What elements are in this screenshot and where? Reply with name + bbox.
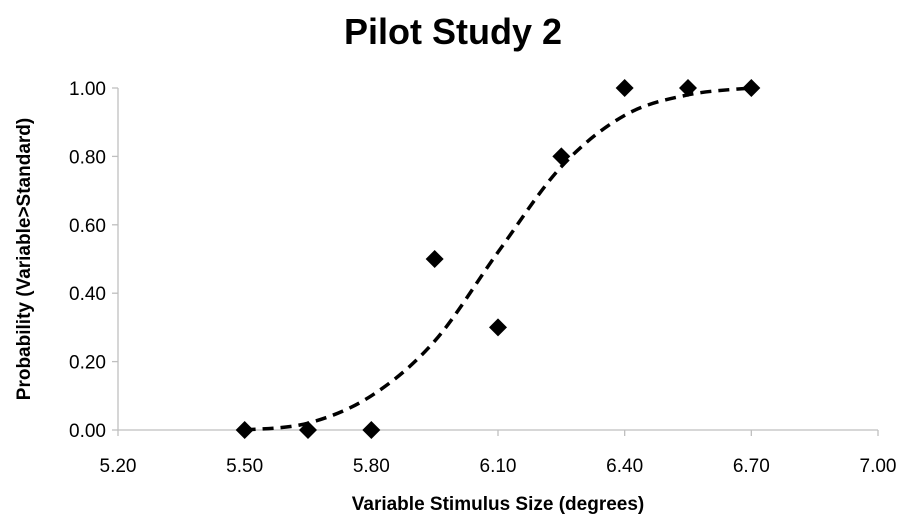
x-tick-label: 7.00 bbox=[860, 456, 897, 477]
data-point-diamond bbox=[679, 79, 697, 97]
data-point-diamond bbox=[425, 250, 444, 268]
y-tick-label: 1.00 bbox=[69, 79, 106, 100]
y-tick-label: 0.60 bbox=[69, 216, 106, 237]
data-point-diamond bbox=[235, 421, 254, 439]
data-points bbox=[235, 79, 761, 439]
x-tick-label: 5.80 bbox=[353, 456, 390, 477]
x-tick-label: 6.40 bbox=[606, 456, 643, 477]
data-point-diamond bbox=[615, 79, 634, 97]
chart-title: Pilot Study 2 bbox=[344, 11, 562, 52]
x-axis-label: Variable Stimulus Size (degrees) bbox=[352, 494, 645, 515]
x-tick-label: 5.50 bbox=[226, 456, 263, 477]
x-tick-label: 5.20 bbox=[100, 456, 137, 477]
y-axis-label: Probability (Variable>Standard) bbox=[14, 118, 35, 400]
x-tick-label: 6.10 bbox=[480, 456, 517, 477]
x-tick-labels: 5.20 5.50 5.80 6.10 6.40 6.70 7.00 bbox=[100, 430, 897, 477]
x-tick-label: 6.70 bbox=[733, 456, 770, 477]
y-tick-label: 0.40 bbox=[69, 284, 106, 305]
data-point-diamond bbox=[552, 147, 571, 166]
fit-curve-line bbox=[244, 86, 752, 432]
data-point-diamond bbox=[299, 421, 317, 439]
y-tick-label: 0.20 bbox=[69, 353, 106, 374]
y-tick-label: 0.80 bbox=[69, 147, 106, 168]
data-point-diamond bbox=[489, 318, 507, 337]
data-point-diamond bbox=[362, 421, 381, 439]
y-tick-label: 0.00 bbox=[69, 421, 106, 442]
data-point-diamond bbox=[742, 79, 761, 97]
y-tick-labels: 0.00 0.20 0.40 0.60 0.80 1.00 bbox=[69, 79, 118, 442]
